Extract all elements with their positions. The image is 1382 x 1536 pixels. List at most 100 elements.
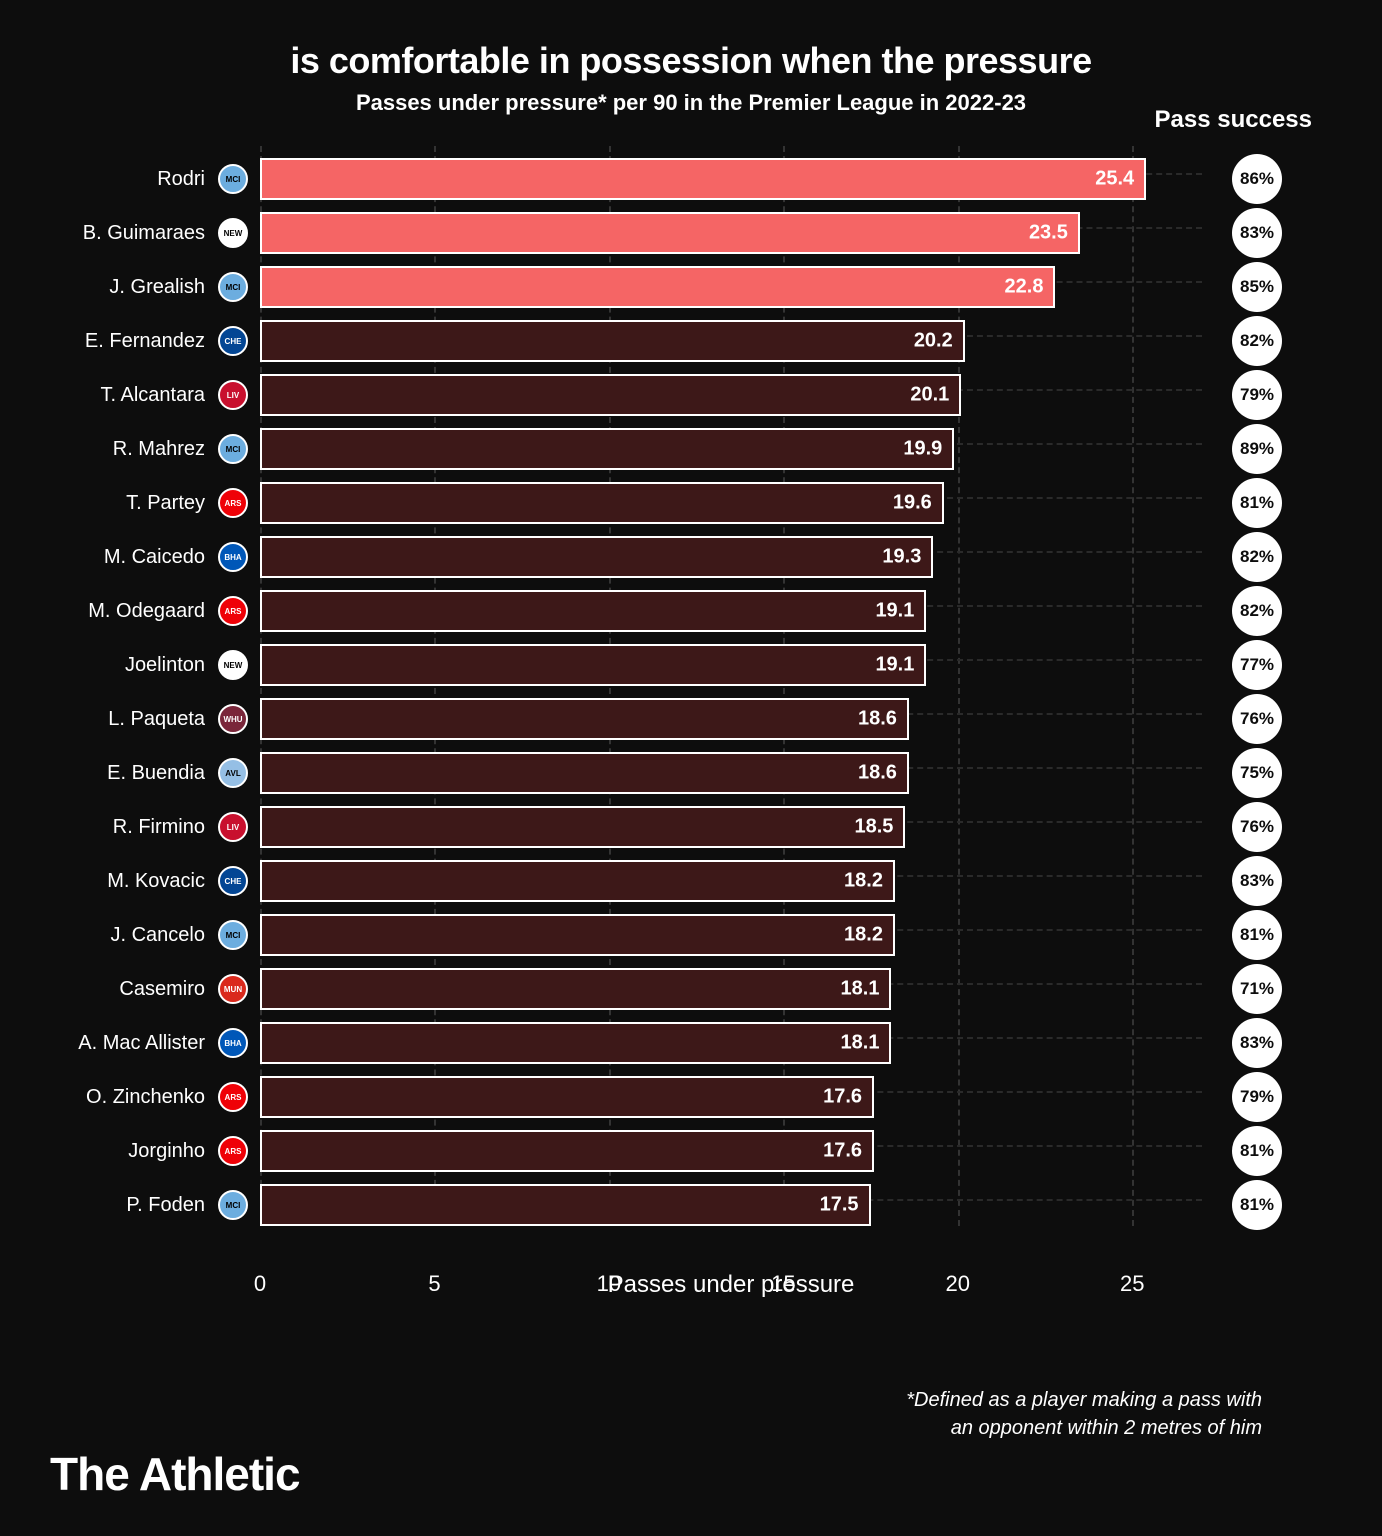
player-name: T. Partey: [126, 492, 205, 515]
x-tick: 20: [946, 1271, 970, 1297]
club-badge-icon: MCI: [218, 920, 248, 950]
x-tick: 5: [428, 1271, 440, 1297]
pass-success-badge: 81%: [1232, 1126, 1282, 1176]
bar: 19.9: [260, 428, 954, 470]
club-badge-icon: NEW: [218, 218, 248, 248]
pass-success-badge: 75%: [1232, 748, 1282, 798]
player-name: Rodri: [157, 168, 205, 191]
bar: 18.1: [260, 968, 891, 1010]
player-row: JorginhoARS17.681%: [260, 1124, 1202, 1178]
player-name: Casemiro: [119, 978, 205, 1001]
bar: 18.2: [260, 914, 895, 956]
club-badge-icon: ARS: [218, 1136, 248, 1166]
bar-value: 19.6: [893, 492, 932, 515]
bar-value: 17.5: [820, 1194, 859, 1217]
pass-success-badge: 77%: [1232, 640, 1282, 690]
pass-success-header: Pass success: [1155, 106, 1312, 134]
club-badge-icon: LIV: [218, 380, 248, 410]
player-row: E. FernandezCHE20.282%: [260, 314, 1202, 368]
footnote: *Defined as a player making a pass with …: [60, 1386, 1262, 1442]
player-row: M. OdegaardARS19.182%: [260, 584, 1202, 638]
club-badge-icon: LIV: [218, 812, 248, 842]
player-name: O. Zinchenko: [86, 1086, 205, 1109]
pass-success-badge: 83%: [1232, 856, 1282, 906]
bar: 18.6: [260, 752, 909, 794]
pass-success-badge: 85%: [1232, 262, 1282, 312]
bar: 17.6: [260, 1130, 874, 1172]
bar-value: 20.2: [914, 330, 953, 353]
player-name: Jorginho: [128, 1140, 205, 1163]
bar: 17.5: [260, 1184, 871, 1226]
bar: 19.1: [260, 590, 926, 632]
x-tick: 25: [1120, 1271, 1144, 1297]
club-badge-icon: MUN: [218, 974, 248, 1004]
player-row: A. Mac AllisterBHA18.183%: [260, 1016, 1202, 1070]
bar: 18.6: [260, 698, 909, 740]
player-name: M. Kovacic: [107, 870, 205, 893]
bar-value: 18.6: [858, 708, 897, 731]
chart-title: is comfortable in possession when the pr…: [60, 40, 1322, 82]
club-badge-icon: CHE: [218, 866, 248, 896]
bar-value: 20.1: [910, 384, 949, 407]
player-name: A. Mac Allister: [78, 1032, 205, 1055]
player-row: L. PaquetaWHU18.676%: [260, 692, 1202, 746]
pass-success-badge: 81%: [1232, 1180, 1282, 1230]
player-row: T. ParteyARS19.681%: [260, 476, 1202, 530]
x-tick: 10: [597, 1271, 621, 1297]
pass-success-badge: 82%: [1232, 586, 1282, 636]
pass-success-badge: 71%: [1232, 964, 1282, 1014]
pass-success-badge: 82%: [1232, 316, 1282, 366]
bar: 20.1: [260, 374, 961, 416]
bar: 19.6: [260, 482, 944, 524]
player-row: CasemiroMUN18.171%: [260, 962, 1202, 1016]
x-axis-label: Passes under pressure: [260, 1271, 1202, 1299]
club-badge-icon: MCI: [218, 434, 248, 464]
player-row: R. FirminoLIV18.576%: [260, 800, 1202, 854]
player-row: J. GrealishMCI22.885%: [260, 260, 1202, 314]
pass-success-badge: 79%: [1232, 1072, 1282, 1122]
bar-value: 25.4: [1095, 168, 1134, 191]
club-badge-icon: ARS: [218, 1082, 248, 1112]
pass-success-badge: 81%: [1232, 478, 1282, 528]
player-row: P. FodenMCI17.581%: [260, 1178, 1202, 1232]
player-row: M. CaicedoBHA19.382%: [260, 530, 1202, 584]
player-name: Joelinton: [125, 654, 205, 677]
bar-value: 22.8: [1005, 276, 1044, 299]
player-name: E. Fernandez: [85, 330, 205, 353]
player-name: L. Paqueta: [108, 708, 205, 731]
club-badge-icon: ARS: [218, 488, 248, 518]
bar-value: 17.6: [823, 1086, 862, 1109]
club-badge-icon: MCI: [218, 1190, 248, 1220]
bar-value: 23.5: [1029, 222, 1068, 245]
bar: 18.5: [260, 806, 905, 848]
player-name: J. Grealish: [109, 276, 205, 299]
player-row: RodriMCI25.486%: [260, 152, 1202, 206]
bar-value: 19.1: [875, 654, 914, 677]
player-name: M. Caicedo: [104, 546, 205, 569]
bar-value: 19.9: [903, 438, 942, 461]
chart-subtitle: Passes under pressure* per 90 in the Pre…: [60, 90, 1322, 116]
club-badge-icon: NEW: [218, 650, 248, 680]
player-row: J. CanceloMCI18.281%: [260, 908, 1202, 962]
x-tick: 15: [771, 1271, 795, 1297]
x-axis: Passes under pressure 0510152025: [260, 1271, 1202, 1361]
bar: 23.5: [260, 212, 1080, 254]
club-badge-icon: MCI: [218, 164, 248, 194]
player-row: T. AlcantaraLIV20.179%: [260, 368, 1202, 422]
bar-value: 17.6: [823, 1140, 862, 1163]
footnote-line1: *Defined as a player making a pass with: [906, 1389, 1262, 1411]
chart-area: Pass success RodriMCI25.486%B. Guimaraes…: [260, 146, 1202, 1361]
bar-value: 19.1: [875, 600, 914, 623]
club-badge-icon: AVL: [218, 758, 248, 788]
bar: 19.1: [260, 644, 926, 686]
player-row: E. BuendiaAVL18.675%: [260, 746, 1202, 800]
club-badge-icon: CHE: [218, 326, 248, 356]
club-badge-icon: MCI: [218, 272, 248, 302]
bar-value: 18.5: [855, 816, 894, 839]
pass-success-badge: 76%: [1232, 802, 1282, 852]
player-row: M. KovacicCHE18.283%: [260, 854, 1202, 908]
club-badge-icon: WHU: [218, 704, 248, 734]
pass-success-badge: 83%: [1232, 1018, 1282, 1068]
player-name: J. Cancelo: [111, 924, 206, 947]
pass-success-badge: 79%: [1232, 370, 1282, 420]
